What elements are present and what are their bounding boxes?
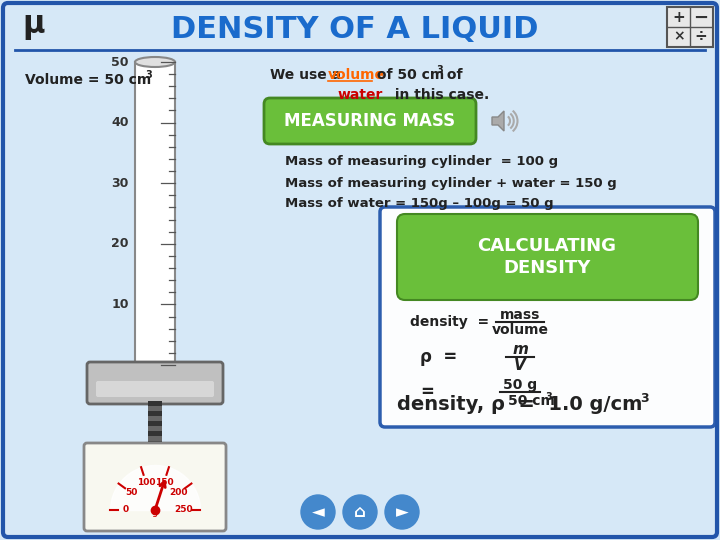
Text: CALCULATING
DENSITY: CALCULATING DENSITY (477, 237, 616, 277)
FancyBboxPatch shape (84, 443, 226, 531)
Text: ρ  =: ρ = (420, 348, 457, 366)
FancyBboxPatch shape (137, 365, 173, 373)
FancyBboxPatch shape (397, 214, 698, 300)
Text: Mass of measuring cylinder + water = 150 g: Mass of measuring cylinder + water = 150… (285, 177, 617, 190)
Text: density, ρ  =  1.0 g/cm: density, ρ = 1.0 g/cm (397, 395, 642, 414)
FancyBboxPatch shape (148, 436, 162, 441)
Text: water: water (337, 88, 383, 102)
Text: We use a: We use a (270, 68, 346, 82)
Text: Mass of measuring cylinder  = 100 g: Mass of measuring cylinder = 100 g (285, 156, 558, 168)
Text: 50: 50 (112, 56, 129, 69)
Text: 250: 250 (175, 505, 193, 515)
Circle shape (343, 495, 377, 529)
Ellipse shape (135, 57, 175, 67)
Text: 100: 100 (137, 478, 156, 487)
FancyBboxPatch shape (148, 426, 162, 431)
Text: of: of (442, 68, 462, 82)
Circle shape (385, 495, 419, 529)
FancyBboxPatch shape (121, 363, 190, 385)
Text: 10: 10 (112, 298, 129, 311)
FancyBboxPatch shape (148, 421, 162, 426)
Text: 200: 200 (169, 489, 188, 497)
Text: in this case.: in this case. (390, 88, 490, 102)
FancyBboxPatch shape (135, 62, 175, 365)
Text: −: − (693, 9, 708, 27)
Text: V: V (514, 357, 526, 373)
FancyBboxPatch shape (87, 362, 223, 404)
Text: m: m (512, 342, 528, 357)
Text: volume: volume (492, 323, 549, 337)
FancyBboxPatch shape (3, 3, 717, 537)
Text: μ: μ (22, 11, 45, 40)
FancyBboxPatch shape (667, 7, 713, 47)
Text: 30: 30 (112, 177, 129, 190)
FancyBboxPatch shape (148, 431, 162, 436)
Text: MEASURING MASS: MEASURING MASS (284, 112, 456, 130)
FancyBboxPatch shape (96, 381, 214, 397)
Text: Volume = 50 cm: Volume = 50 cm (25, 73, 151, 87)
Text: ⌂: ⌂ (354, 503, 366, 521)
Text: 150: 150 (155, 478, 174, 487)
Text: 3: 3 (545, 392, 552, 402)
Text: 50: 50 (125, 489, 138, 497)
Text: +: + (672, 10, 685, 25)
Text: 0: 0 (123, 505, 129, 515)
Text: 50 cm: 50 cm (508, 394, 555, 408)
Text: =: = (420, 383, 434, 401)
Text: 3: 3 (436, 65, 443, 75)
Text: ×: × (673, 29, 685, 43)
Text: DENSITY OF A LIQUID: DENSITY OF A LIQUID (171, 16, 539, 44)
Text: 3: 3 (145, 70, 152, 80)
Text: mass: mass (500, 308, 540, 322)
Text: 40: 40 (112, 116, 129, 129)
FancyBboxPatch shape (148, 406, 162, 411)
Circle shape (301, 495, 335, 529)
Text: 20: 20 (112, 237, 129, 251)
Text: density  =: density = (410, 315, 489, 329)
Text: g: g (152, 507, 158, 517)
Text: ►: ► (395, 503, 408, 521)
Text: ◄: ◄ (312, 503, 325, 521)
FancyBboxPatch shape (148, 416, 162, 421)
FancyBboxPatch shape (148, 441, 162, 446)
FancyBboxPatch shape (264, 98, 476, 144)
Text: ÷: ÷ (695, 29, 707, 44)
FancyBboxPatch shape (380, 207, 715, 427)
FancyBboxPatch shape (148, 411, 162, 416)
Text: volume: volume (328, 68, 385, 82)
FancyBboxPatch shape (148, 401, 162, 406)
Text: Mass of water = 150g – 100g = 50 g: Mass of water = 150g – 100g = 50 g (285, 198, 554, 211)
Text: of 50 cm: of 50 cm (372, 68, 444, 82)
Polygon shape (492, 111, 504, 131)
Text: 3: 3 (640, 392, 649, 404)
Text: 50 g: 50 g (503, 378, 537, 392)
